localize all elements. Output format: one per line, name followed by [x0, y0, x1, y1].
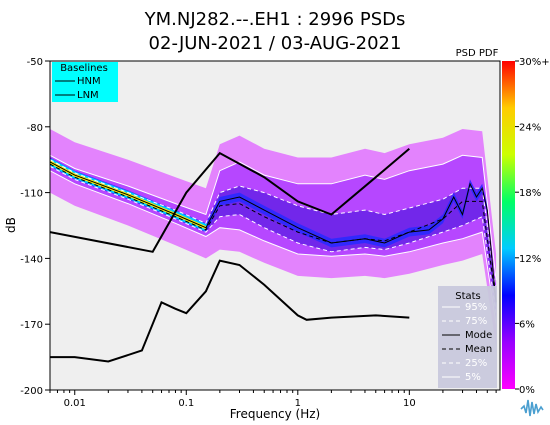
x-tick-label: 10: [403, 398, 416, 409]
p25-legend-label: 25%: [465, 358, 487, 369]
colorbar-label: PSD PDF: [456, 48, 499, 59]
colorbar-tick-label: 6%: [519, 319, 535, 330]
density-band-mid: [50, 155, 497, 325]
x-axis: 0.01 0.1 1 10: [49, 390, 497, 409]
lnm-line: [50, 259, 410, 363]
stats-legend: Stats 95% 75% Mode Mean 25% 5%: [438, 286, 497, 388]
y-tick-label: -170: [20, 320, 43, 331]
x-tick-label: 1: [295, 398, 301, 409]
y-axis-label: dB: [4, 217, 18, 233]
colorbar-tick-label: 24%: [519, 123, 541, 134]
x-tick-label: 0.1: [178, 398, 194, 409]
colorbar-gradient: [502, 61, 515, 389]
y-tick-label: -200: [20, 386, 43, 397]
stat-line-5pct: [50, 170, 497, 325]
stat-line-95pct: [50, 154, 497, 281]
p95-legend-label: 95%: [465, 302, 487, 313]
colorbar: PSD PDF 0% 6% 12% 18% 24% 30%+: [456, 48, 550, 396]
chart-title-line1: YM.NJ282.--.EH1 : 2996 PSDs: [144, 9, 406, 30]
stats-legend-title: Stats: [455, 291, 481, 302]
plot-frame: [49, 60, 501, 391]
chart-title-line2: 02-JUN-2021 / 03-AUG-2021: [149, 33, 402, 54]
x-tick-label: 0.01: [64, 398, 86, 409]
y-tick-label: -110: [20, 189, 43, 200]
y-tick-label: -50: [27, 57, 43, 68]
logo-icon-frame: [518, 395, 546, 423]
colorbar-tick-label: 0%: [519, 385, 535, 396]
stat-lines: [50, 154, 497, 325]
y-axis: -50 -80 -110 -140 -170 -200: [20, 57, 50, 397]
stats-legend-box: [438, 286, 497, 388]
colorbar-tick-label: 30%+: [519, 57, 550, 68]
colorbar-tick-label: 12%: [519, 254, 541, 265]
hnm-line: [50, 147, 410, 253]
mode-legend-label: Mode: [465, 330, 492, 341]
lnm-legend-label: LNM: [77, 90, 99, 101]
stat-line-mean: [50, 163, 497, 303]
x-axis-label: Frequency (Hz): [230, 407, 321, 421]
density-band-core: [50, 157, 497, 307]
mean-legend-label: Mean: [465, 344, 492, 355]
p75-legend-label: 75%: [465, 316, 487, 327]
baselines-legend: Baselines HNM LNM: [52, 62, 118, 102]
logo-icon-wave: [520, 399, 544, 417]
y-tick-label: -80: [27, 123, 43, 134]
p5-legend-label: 5%: [465, 372, 481, 383]
y-tick-label: -140: [20, 254, 43, 265]
stat-line-25pct: [50, 165, 497, 314]
stat-line-75pct: [50, 159, 497, 292]
hnm-legend-label: HNM: [77, 76, 101, 87]
baselines-legend-title: Baselines: [60, 63, 108, 74]
colorbar-tick-label: 18%: [519, 188, 541, 199]
logo-icon: [518, 395, 546, 423]
stat-line-mode: [50, 161, 497, 303]
colorbar-ticks: 0% 6% 12% 18% 24% 30%+: [515, 57, 550, 396]
baseline-lines: [50, 147, 410, 363]
